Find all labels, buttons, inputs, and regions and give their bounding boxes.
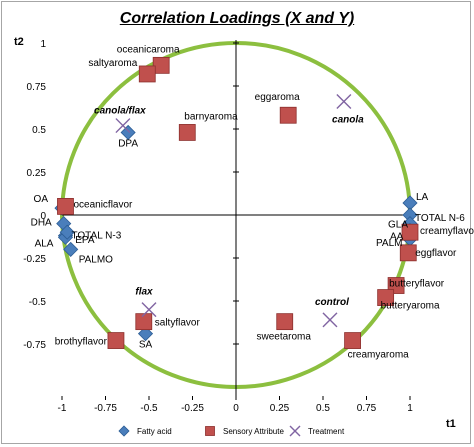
flax-marker (141, 302, 157, 318)
butteryflavor-label: butteryflavor (389, 279, 445, 290)
legend-sensory-attribute-label: Sensory Attribute (223, 427, 284, 436)
legend-treatment-marker (289, 425, 301, 437)
legend-fatty-acid-label: Fatty acid (137, 427, 172, 436)
oceanicaroma-label: oceanicaroma (117, 44, 180, 55)
control-label: control (315, 297, 349, 308)
chart-title: Correlation Loadings (X and Y) (119, 10, 355, 27)
oceanicaroma-marker (152, 56, 170, 74)
x-tick-label: 0.25 (270, 403, 290, 414)
y-tick-label: 1 (40, 39, 46, 50)
canola-label: canola (332, 114, 364, 125)
x-tick-label: -0.25 (181, 403, 204, 414)
eggaroma-label: eggaroma (255, 92, 300, 103)
creamyaroma-label: creamyaroma (348, 350, 410, 361)
control-marker (322, 312, 338, 328)
la-label: LA (416, 192, 429, 203)
y-tick-label: 0 (40, 211, 46, 222)
legend-treatment-label: Treatment (308, 427, 345, 436)
eggflavor-marker (399, 244, 417, 262)
aa-label: AA (390, 231, 404, 242)
saltyflavor-label: saltyflavor (155, 318, 201, 329)
x-tick-label: 0 (233, 403, 239, 414)
y-tick-label: 0.75 (27, 82, 47, 93)
butteryaroma-label: butteryaroma (381, 301, 440, 312)
y-tick-label: -0.75 (23, 340, 46, 351)
dpa-marker (120, 124, 136, 141)
barnyaroma-marker (178, 124, 196, 141)
palm-label: PALM (376, 238, 403, 249)
x-tick-label: -0.75 (94, 403, 117, 414)
butteryaroma-marker (377, 289, 395, 306)
eggaroma-marker (279, 106, 297, 124)
total-n-3-label: TOTAL N-3 (71, 231, 121, 242)
dpa-label: DPA (118, 138, 138, 149)
palmo-label: PALMO (79, 254, 113, 265)
y-axis-label: t2 (14, 36, 24, 48)
epa-label: EPA (75, 235, 95, 246)
sa-marker (137, 326, 154, 342)
eggflavor-label: eggflavor (415, 248, 457, 259)
oceanicflavor-label: oceanicflavor (73, 199, 133, 210)
brothyflavor-label: brothyflavor (55, 337, 108, 348)
oa-label: OA (34, 194, 49, 205)
dha-label: DHA (31, 218, 52, 229)
canola-marker (336, 93, 352, 109)
saltyaroma-marker (138, 65, 156, 83)
saltyaroma-label: saltyaroma (88, 58, 137, 69)
legend-fatty-acid-marker (118, 425, 130, 437)
y-tick-label: 0.5 (32, 125, 46, 136)
y-tick-label: 0.25 (27, 168, 47, 179)
x-tick-label: -1 (58, 403, 67, 414)
sweetaroma-label: sweetaroma (256, 332, 311, 343)
x-tick-label: -0.5 (140, 403, 158, 414)
x-tick-label: 1 (407, 403, 413, 414)
barnyaroma-label: barnyaroma (184, 111, 238, 122)
oceanicflavor-marker (57, 197, 74, 215)
epa-marker (59, 224, 75, 240)
x-tick-label: 0.75 (357, 403, 377, 414)
ala-label: ALA (35, 238, 54, 249)
sweetaroma-marker (276, 313, 294, 331)
x-tick-label: 0.5 (316, 403, 330, 414)
gla-label: GLA (388, 220, 408, 231)
creamyaroma-marker (344, 332, 361, 349)
brothyflavor-marker (107, 332, 125, 349)
x-axis-label: t1 (446, 418, 456, 430)
legend-sensory-attribute-marker (205, 426, 215, 436)
saltyflavor-marker (135, 313, 153, 331)
canola-flax-label: canola/flax (94, 106, 146, 117)
total-n-6-label: TOTAL N-6 (415, 213, 465, 224)
sa-label: SA (139, 340, 153, 351)
y-tick-label: -0.5 (29, 297, 47, 308)
flax-label: flax (135, 287, 153, 298)
creamyflavor-marker (401, 223, 419, 241)
canola-flax-marker (115, 118, 131, 134)
creamyflavor-label: creamyflavor (420, 226, 474, 237)
y-tick-label: -0.25 (23, 254, 46, 265)
palmo-marker (63, 241, 79, 257)
